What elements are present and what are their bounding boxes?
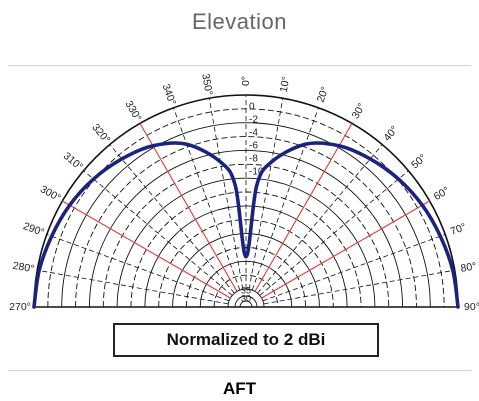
spoke-accent (62, 200, 231, 299)
angle-label: 310° (61, 150, 85, 173)
spoke (257, 144, 383, 294)
spoke (83, 170, 233, 296)
spoke (109, 144, 235, 294)
spoke-accent (254, 123, 353, 292)
grid-ring (116, 177, 376, 308)
spoke (208, 98, 244, 290)
angle-label: 80° (460, 260, 478, 275)
angle-label: 10° (278, 76, 293, 94)
spoke (248, 98, 284, 290)
radial-label: -10 (249, 167, 264, 178)
angle-label: 50° (409, 152, 429, 171)
radial-label: 0 (249, 102, 255, 113)
top-divider (8, 65, 471, 66)
angle-label: 30° (350, 101, 368, 121)
angle-label: 20° (315, 85, 332, 104)
bottom-divider (8, 370, 471, 371)
angle-label: 70° (449, 221, 468, 238)
angle-label: 270° (9, 301, 31, 313)
angle-label: 350° (199, 73, 215, 96)
polar-chart: 270° 280° 290° 300° 310°320° 330° 340° 350° 0° 10… (9, 73, 479, 313)
angle-label: 330° (123, 99, 144, 124)
normalization-note: Normalized to 2 dBi (113, 323, 379, 357)
spoke (259, 170, 409, 296)
grid-ring (75, 136, 417, 308)
radial-label: -4 (249, 128, 258, 139)
radial-label-inner: 35 (241, 285, 251, 295)
footer-label: AFT (222, 379, 257, 398)
angle-label: 0° (240, 76, 252, 86)
radial-label: -6 (249, 141, 258, 152)
angle-label: 300° (38, 183, 63, 204)
angle-label: 340° (160, 82, 179, 107)
spoke (173, 107, 241, 291)
angle-label: 290° (21, 220, 46, 239)
spoke (262, 234, 446, 302)
radial-label: -8 (249, 154, 258, 165)
grid-ring (234, 295, 258, 308)
grid-ring (172, 233, 320, 308)
grid-ring (102, 163, 390, 308)
spoke (37, 269, 229, 305)
angle-label: 280° (12, 260, 35, 276)
pattern-line (32, 141, 460, 309)
grid-ring (158, 219, 334, 308)
angle-label: 60° (432, 185, 452, 203)
angle-label: 40° (381, 124, 400, 144)
pattern-series (32, 141, 460, 309)
polar-spokes (34, 95, 458, 308)
angle-label: 90° (464, 301, 479, 313)
grid-ring (239, 300, 253, 308)
spoke (46, 234, 230, 302)
spoke-accent (261, 200, 430, 299)
radial-label-inner: 30 (241, 293, 251, 303)
spoke (251, 107, 319, 291)
spoke-accent (139, 123, 238, 292)
grid-ring (213, 274, 279, 308)
chart-title: Elevation (191, 9, 287, 34)
angle-label: 320° (89, 122, 112, 146)
grid-ring (61, 122, 431, 308)
spoke (263, 269, 455, 305)
radial-label: -2 (249, 115, 258, 126)
